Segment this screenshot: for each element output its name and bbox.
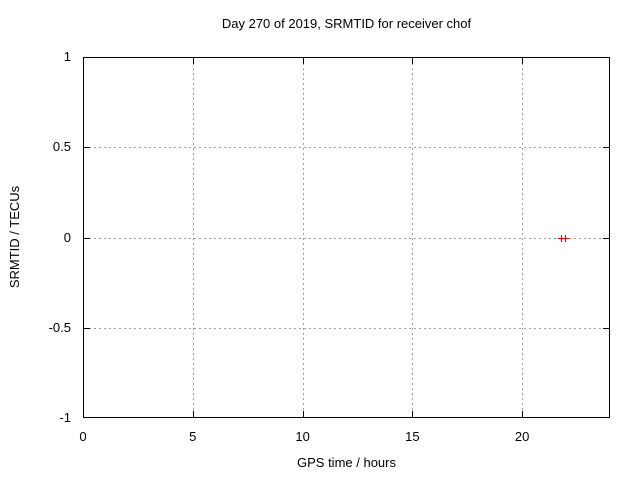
y-tick-label: 0.5 [52, 139, 71, 155]
y-gridline [84, 327, 609, 329]
plot-area [83, 57, 610, 418]
marker-vbar [564, 234, 566, 242]
x-tick-mark-bottom [192, 411, 194, 417]
x-tick-mark-bottom [522, 411, 524, 417]
y-tick-mark-right [603, 327, 609, 329]
chart-title: Day 270 of 2019, SRMTID for receiver cho… [221, 16, 472, 31]
y-tick-mark-left [84, 237, 90, 239]
y-gridline [84, 147, 609, 149]
x-tick-mark-top [302, 58, 304, 64]
x-tick-label: 20 [514, 429, 530, 444]
x-tick-mark-top [192, 58, 194, 64]
y-tick-label: -1 [59, 410, 71, 425]
x-tick-label: 10 [295, 429, 310, 444]
y-tick-label: 1 [63, 49, 71, 64]
y-tick-mark-left [84, 327, 90, 329]
x-tick-mark-bottom [412, 411, 414, 417]
x-tick-mark-top [412, 58, 414, 64]
x-tick-mark-bottom [302, 411, 304, 417]
y-gridline [84, 237, 609, 239]
y-tick-mark-right [603, 147, 609, 149]
y-tick-label: -0.5 [48, 319, 71, 335]
x-tick-label: 0 [79, 429, 87, 444]
x-tick-mark-top [522, 58, 524, 64]
y-tick-mark-right [603, 237, 609, 239]
x-axis-label: GPS time / hours [297, 455, 396, 470]
y-tick-label: 0 [63, 229, 71, 245]
y-tick-mark-left [84, 147, 90, 149]
x-tick-label: 15 [405, 429, 420, 444]
data-point-marker [561, 234, 569, 242]
x-tick-label: 5 [189, 429, 197, 444]
